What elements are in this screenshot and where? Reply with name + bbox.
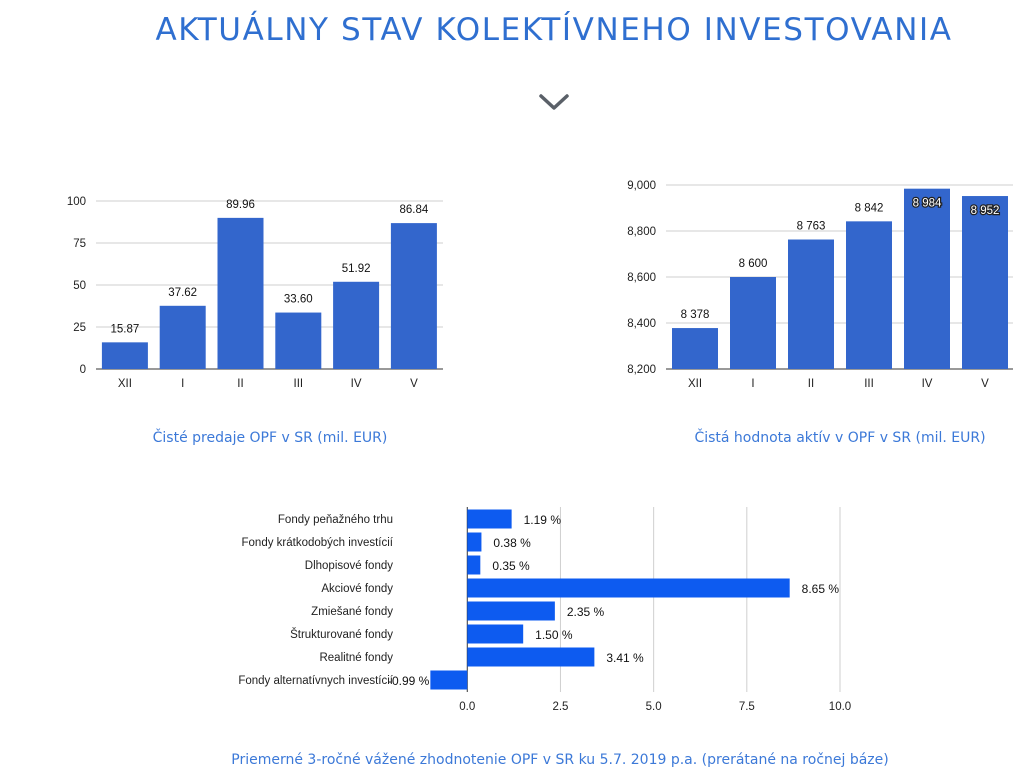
x-tick-label: V xyxy=(410,378,418,390)
y-tick-label: 50 xyxy=(73,280,86,292)
x-tick-label: 0.0 xyxy=(459,701,475,713)
bar-value-label: 15.87 xyxy=(111,323,140,335)
category-label: Fondy krátkodobých investícií xyxy=(242,537,394,549)
bar xyxy=(467,555,481,575)
y-tick-label: 9,000 xyxy=(627,180,656,192)
bar xyxy=(467,509,512,529)
x-tick-label: 5.0 xyxy=(646,701,662,713)
bar-value-label: 8 842 xyxy=(855,202,884,214)
bar-value-label: 37.62 xyxy=(168,287,197,299)
x-tick-label: XII xyxy=(118,378,132,390)
bar xyxy=(275,312,322,369)
y-tick-label: 25 xyxy=(73,322,86,334)
bar xyxy=(333,281,380,369)
category-label: Realitné fondy xyxy=(319,652,393,664)
bar-value-label: 8 984 xyxy=(913,198,942,210)
bar xyxy=(467,601,555,621)
bar xyxy=(904,188,950,369)
bar xyxy=(467,624,524,644)
bar-value-label: -0.99 % xyxy=(388,674,430,688)
bar-value-label: 3.41 % xyxy=(606,651,644,665)
bar xyxy=(217,217,264,369)
x-tick-label: V xyxy=(981,378,989,390)
x-tick-label: III xyxy=(294,378,304,390)
x-tick-label: II xyxy=(237,378,243,390)
y-tick-label: 8,200 xyxy=(627,364,656,376)
bar xyxy=(962,196,1008,369)
x-tick-label: 7.5 xyxy=(739,701,755,713)
bar-value-label: 1.50 % xyxy=(535,628,573,642)
bar xyxy=(390,223,437,369)
chevron-down-icon[interactable] xyxy=(538,92,570,117)
bar-value-label: 89.96 xyxy=(226,199,255,211)
x-tick-label: II xyxy=(808,378,814,390)
category-label: Fondy peňažného trhu xyxy=(278,514,393,526)
bar xyxy=(788,239,834,369)
bar-value-label: 51.92 xyxy=(342,263,371,275)
bar xyxy=(467,532,482,552)
bar-value-label: 8.65 % xyxy=(802,582,840,596)
x-tick-label: I xyxy=(181,378,184,390)
bar xyxy=(730,277,776,369)
bar xyxy=(159,305,206,369)
bar-value-label: 0.38 % xyxy=(493,536,531,550)
category-label: Dlhopisové fondy xyxy=(305,560,393,572)
bar-value-label: 8 952 xyxy=(971,205,1000,217)
x-tick-label: III xyxy=(864,378,874,390)
bar xyxy=(846,221,892,369)
returns-caption: Priemerné 3-ročné vážené zhodnotenie OPF… xyxy=(231,752,889,768)
x-tick-label: I xyxy=(751,378,754,390)
y-tick-label: 8,800 xyxy=(627,226,656,238)
bar-value-label: 33.60 xyxy=(284,294,313,306)
bar xyxy=(430,670,468,690)
net-assets-caption: Čistá hodnota aktív v OPF v SR (mil. EUR… xyxy=(694,430,986,446)
y-tick-label: 75 xyxy=(73,238,86,250)
bar xyxy=(467,647,595,667)
category-label: Fondy alternatívnych investícií xyxy=(238,675,393,687)
bar-value-label: 0.35 % xyxy=(492,559,530,573)
x-tick-label: XII xyxy=(688,378,702,390)
bar-value-label: 8 600 xyxy=(739,258,768,270)
net-sales-caption: Čisté predaje OPF v SR (mil. EUR) xyxy=(152,430,388,446)
x-tick-label: IV xyxy=(922,378,933,390)
page-title: AKTUÁLNY STAV KOLEKTÍVNEHO INVESTOVANIA xyxy=(155,12,953,48)
bar-value-label: 86.84 xyxy=(400,204,429,216)
y-tick-label: 8,400 xyxy=(627,318,656,330)
y-tick-label: 8,600 xyxy=(627,272,656,284)
bar-value-label: 1.19 % xyxy=(524,513,562,527)
bar xyxy=(101,342,148,369)
bar xyxy=(672,328,718,369)
category-label: Štrukturované fondy xyxy=(290,628,393,641)
x-tick-label: 10.0 xyxy=(829,701,851,713)
bar-value-label: 2.35 % xyxy=(567,605,605,619)
category-label: Zmiešané fondy xyxy=(311,606,393,618)
y-tick-label: 100 xyxy=(67,196,86,208)
y-tick-label: 0 xyxy=(80,364,86,376)
x-tick-label: IV xyxy=(351,378,362,390)
bar-value-label: 8 378 xyxy=(681,309,710,321)
x-tick-label: 2.5 xyxy=(552,701,568,713)
bar-value-label: 8 763 xyxy=(797,221,826,233)
category-label: Akciové fondy xyxy=(321,583,393,595)
bar xyxy=(467,578,790,598)
